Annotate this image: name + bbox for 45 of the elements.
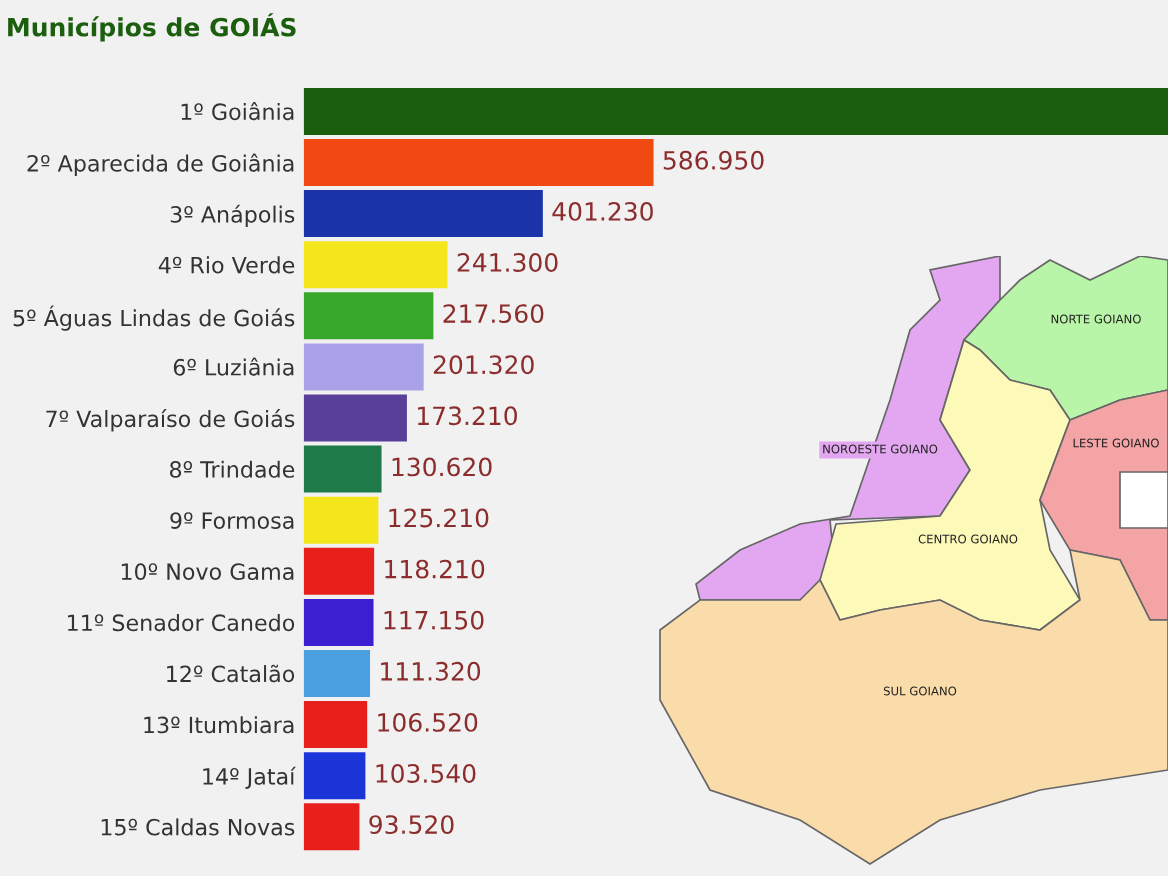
- y-tick-label: 7º Valparaíso de Goiás: [46, 409, 295, 432]
- bar: [303, 241, 448, 289]
- data-label: 201.320: [433, 355, 534, 375]
- y-tick-label: 12º Catalão: [167, 664, 295, 683]
- data-label: 401.230: [552, 201, 653, 221]
- bar: [303, 87, 1168, 135]
- y-tick-label: 1º Goiânia: [181, 102, 294, 121]
- data-label: 111.320: [381, 661, 481, 681]
- data-label: 241.300: [457, 253, 558, 272]
- data-label: 117.150: [384, 610, 484, 630]
- data-label: 173.210: [418, 406, 517, 426]
- y-tick-label: 4º Rio Verde: [158, 256, 295, 274]
- y-tick-label: 2º Aparecida de Goiânia: [27, 153, 294, 177]
- bar: [303, 190, 543, 238]
- bar: [303, 394, 407, 442]
- bar: [303, 598, 374, 646]
- y-tick-label: 5º Águas Lindas de Goiás: [13, 305, 295, 331]
- bar: [303, 803, 360, 851]
- data-label: 130.620: [392, 457, 492, 477]
- chart-title: Municípios de GOIÁS: [8, 13, 296, 42]
- data-label: 118.210: [385, 559, 485, 579]
- y-tick-label: 11º Senador Canedo: [67, 613, 295, 632]
- y-tick-label: 9º Formosa: [170, 512, 294, 529]
- bar: [303, 752, 366, 800]
- bar: [303, 496, 379, 544]
- data-label: 586.950: [663, 150, 764, 170]
- bar: [303, 292, 434, 340]
- y-tick-label: 13º Itumbiara: [144, 716, 294, 734]
- y-tick-label: 3º Anápolis: [170, 204, 295, 228]
- bar: [303, 343, 424, 391]
- y-tick-label: 14º Jataí: [203, 766, 296, 789]
- data-label: 125.210: [389, 508, 489, 528]
- bar: [303, 547, 375, 595]
- bar: [303, 445, 382, 493]
- data-label: 93.520: [369, 815, 454, 835]
- data-label: 106.520: [378, 712, 478, 732]
- y-tick-label: 10º Novo Gama: [121, 563, 294, 581]
- y-tick-label: 6º Luziânia: [173, 357, 294, 376]
- y-tick-label: 15º Caldas Novas: [101, 818, 295, 836]
- bar: [303, 649, 371, 697]
- data-label: 103.540: [376, 764, 476, 783]
- bar: [303, 138, 654, 186]
- y-tick-label: 8º Trindade: [169, 460, 295, 478]
- data-label: 217.560: [443, 304, 544, 324]
- bar: [303, 701, 368, 749]
